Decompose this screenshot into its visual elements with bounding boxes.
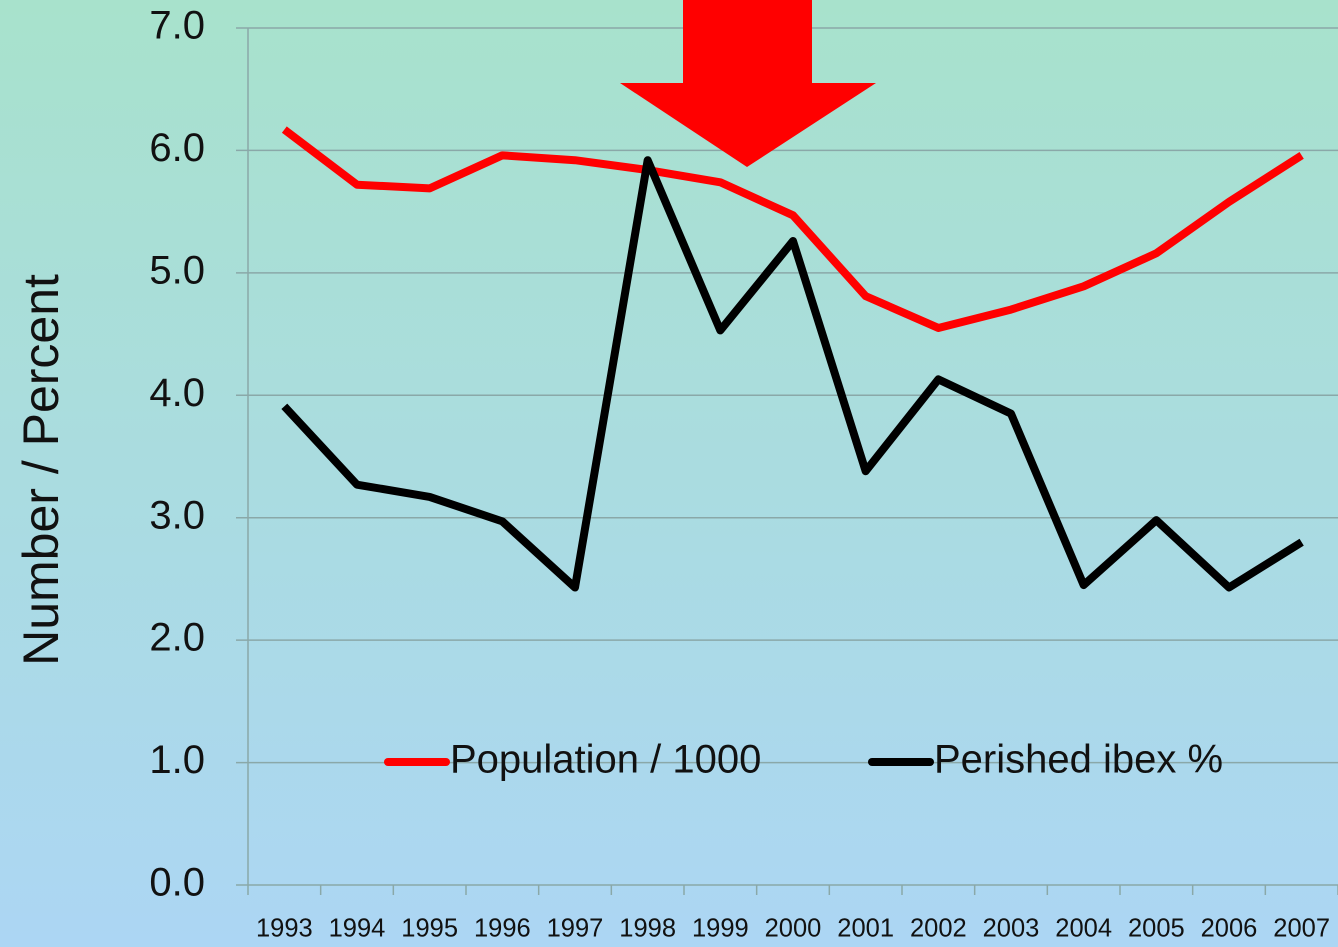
x-tick-label: 2002 <box>910 915 967 943</box>
x-tick-label: 2000 <box>765 915 822 943</box>
y-axis-label: Number / Percent <box>13 274 69 666</box>
x-tick-label: 2004 <box>1055 915 1112 943</box>
y-tick-label: 4.0 <box>149 371 205 415</box>
x-tick-label: 1995 <box>401 915 458 943</box>
legend-label: Population / 1000 <box>450 738 761 782</box>
x-tick-label: 1996 <box>474 915 531 943</box>
x-tick-label: 1999 <box>692 915 749 943</box>
x-tick-label: 2006 <box>1201 915 1258 943</box>
x-tick-label: 1994 <box>329 915 386 943</box>
y-tick-label: 2.0 <box>149 616 205 660</box>
y-tick-label: 3.0 <box>149 493 205 537</box>
y-tick-label: 6.0 <box>149 126 205 170</box>
x-tick-label: 1993 <box>256 915 313 943</box>
line <box>281 126 1304 332</box>
plot: 0.0 1.0 2.0 3.0 4.0 5.0 6.0 7.0 1993 1994 1995 1996… <box>149 4 1338 943</box>
x-tick-label: 1998 <box>619 915 676 943</box>
arrow <box>620 0 876 167</box>
y-tick-label: 7.0 <box>149 4 205 48</box>
x-tick-label: 2001 <box>837 915 894 943</box>
y-tick-label: 0.0 <box>149 861 205 905</box>
y-tick-label: 1.0 <box>149 738 205 782</box>
x-tick-label: 2005 <box>1128 915 1185 943</box>
x-tick-label: 2007 <box>1273 915 1330 943</box>
y-tick-label: 5.0 <box>149 248 205 292</box>
line <box>281 156 1304 592</box>
x-tick-label: 2003 <box>983 915 1040 943</box>
x-tick-label: 1997 <box>547 915 604 943</box>
legend-label: Perished ibex % <box>934 738 1223 782</box>
